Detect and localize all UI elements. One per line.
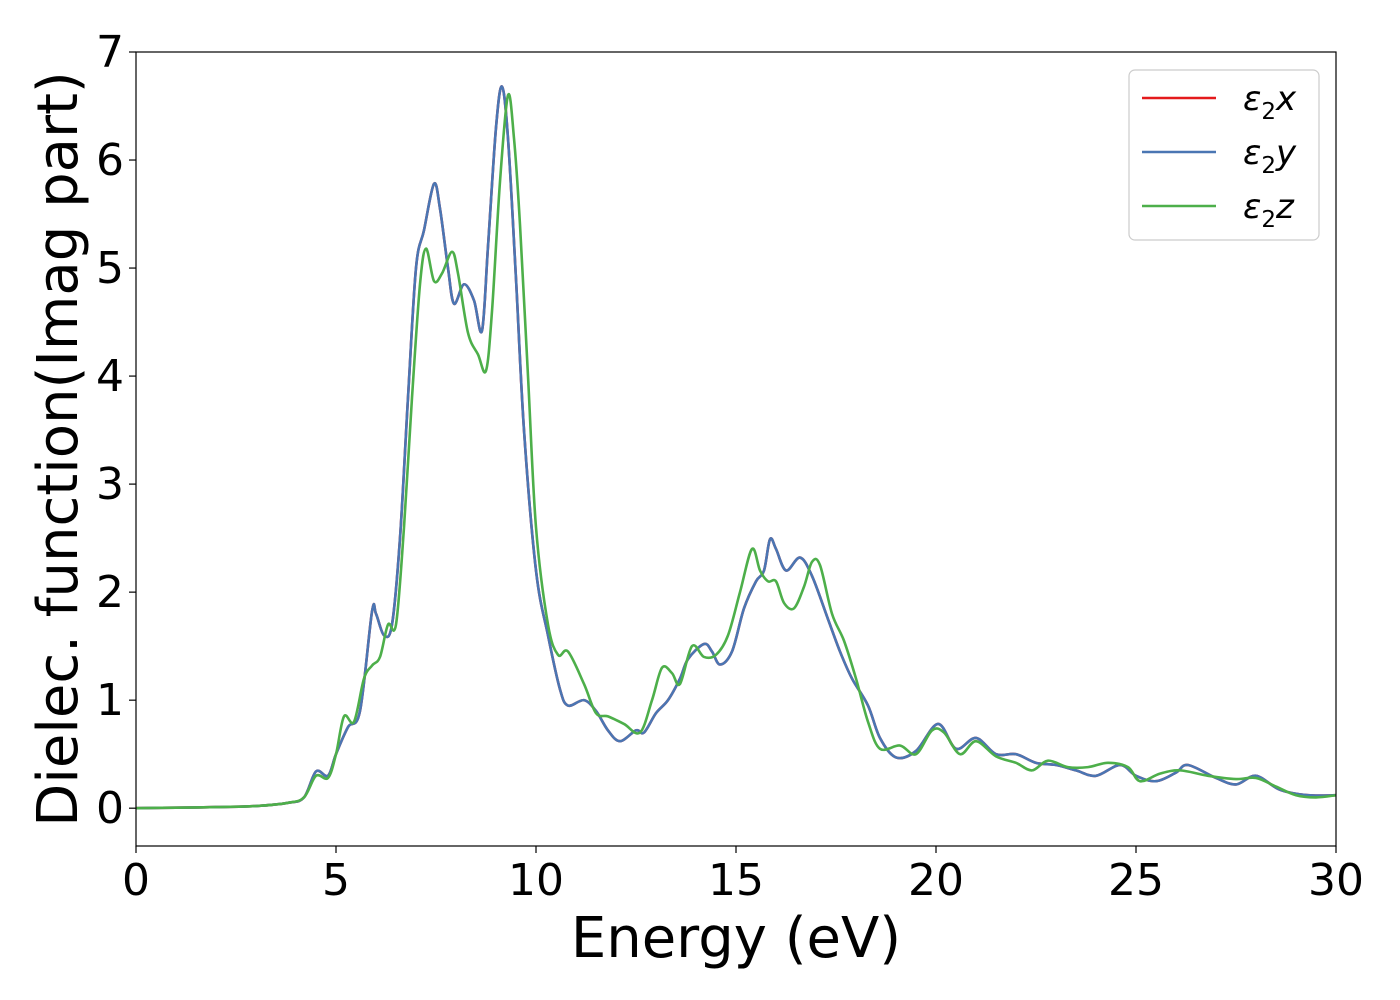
y-tick-label: 5 [96, 243, 124, 294]
x-tick-label: 30 [1308, 855, 1364, 906]
y-tick-label: 0 [96, 783, 124, 834]
y-tick-label: 4 [96, 351, 124, 402]
legend-label-x: ε2x [1243, 79, 1297, 125]
y-tick-label: 1 [96, 675, 124, 726]
y-tick-label: 2 [96, 567, 124, 618]
legend-label-z: ε2z [1243, 187, 1295, 233]
legend-component: x [1275, 79, 1297, 119]
x-tick-label: 5 [322, 855, 350, 906]
series-line-z [136, 92, 1336, 810]
legend-subscript: 2 [1261, 153, 1276, 179]
x-tick-label: 25 [1108, 855, 1164, 906]
legend-box [1128, 69, 1320, 241]
legend-component: z [1275, 187, 1295, 227]
y-tick-label: 6 [96, 135, 124, 186]
series-group [136, 85, 1336, 810]
legend-symbol: ε [1243, 79, 1261, 119]
legend-label-y: ε2y [1243, 133, 1297, 179]
x-tick-label: 10 [508, 855, 564, 906]
y-tick-label: 7 [96, 27, 124, 78]
legend-symbol: ε [1243, 187, 1261, 227]
x-axis: 0 5 10 15 20 25 30 [122, 846, 1364, 906]
x-axis-label: Energy (eV) [571, 906, 901, 971]
legend-component: y [1275, 133, 1297, 173]
x-tick-label: 0 [122, 855, 150, 906]
x-tick-label: 15 [708, 855, 764, 906]
y-axis-label: Dielec. function(Imag part) [26, 71, 91, 827]
x-tick-label: 20 [908, 855, 964, 906]
legend-symbol: ε [1243, 133, 1261, 173]
legend-subscript: 2 [1261, 207, 1276, 233]
series-line-y [136, 85, 1336, 810]
y-axis: 0 1 2 3 4 5 6 7 [96, 27, 136, 834]
y-tick-label: 3 [96, 459, 124, 510]
legend-subscript: 2 [1261, 99, 1276, 125]
